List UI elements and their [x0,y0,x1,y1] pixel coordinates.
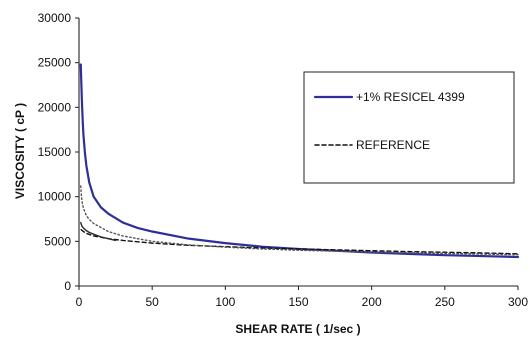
x-tick-label: 50 [145,295,159,309]
y-tick-label: 0 [64,279,71,293]
x-tick-label: 300 [508,295,528,309]
legend: +1% RESICEL 4399 REFERENCE [303,71,515,184]
x-axis-ticks: 0 50 100 150 200 250 300 [76,286,528,309]
y-tick-label: 30000 [38,11,72,25]
y-tick-label: 5000 [44,234,71,248]
x-tick-label: 200 [362,295,382,309]
y-tick-label: 15000 [38,145,72,159]
series-layer [79,63,520,259]
legend-label-resicel: +1% RESICEL 4399 [356,90,465,104]
series-line-additional [80,221,117,242]
y-axis-ticks: 0 5000 10000 15000 20000 25000 30000 [38,11,79,293]
legend-frame [303,71,515,184]
x-tick-label: 150 [288,295,308,309]
x-tick-label: 250 [435,295,455,309]
y-tick-label: 10000 [38,190,72,204]
y-tick-label: 20000 [38,100,72,114]
y-axis-title: VISCOSITY ( cP ) [13,103,27,199]
series-line-additional [80,185,519,256]
y-tick-label: 25000 [38,56,72,70]
x-axis-title: SHEAR RATE ( 1/sec ) [235,322,360,336]
x-tick-label: 0 [76,295,83,309]
x-tick-label: 100 [215,295,235,309]
legend-label-reference: REFERENCE [356,138,430,152]
